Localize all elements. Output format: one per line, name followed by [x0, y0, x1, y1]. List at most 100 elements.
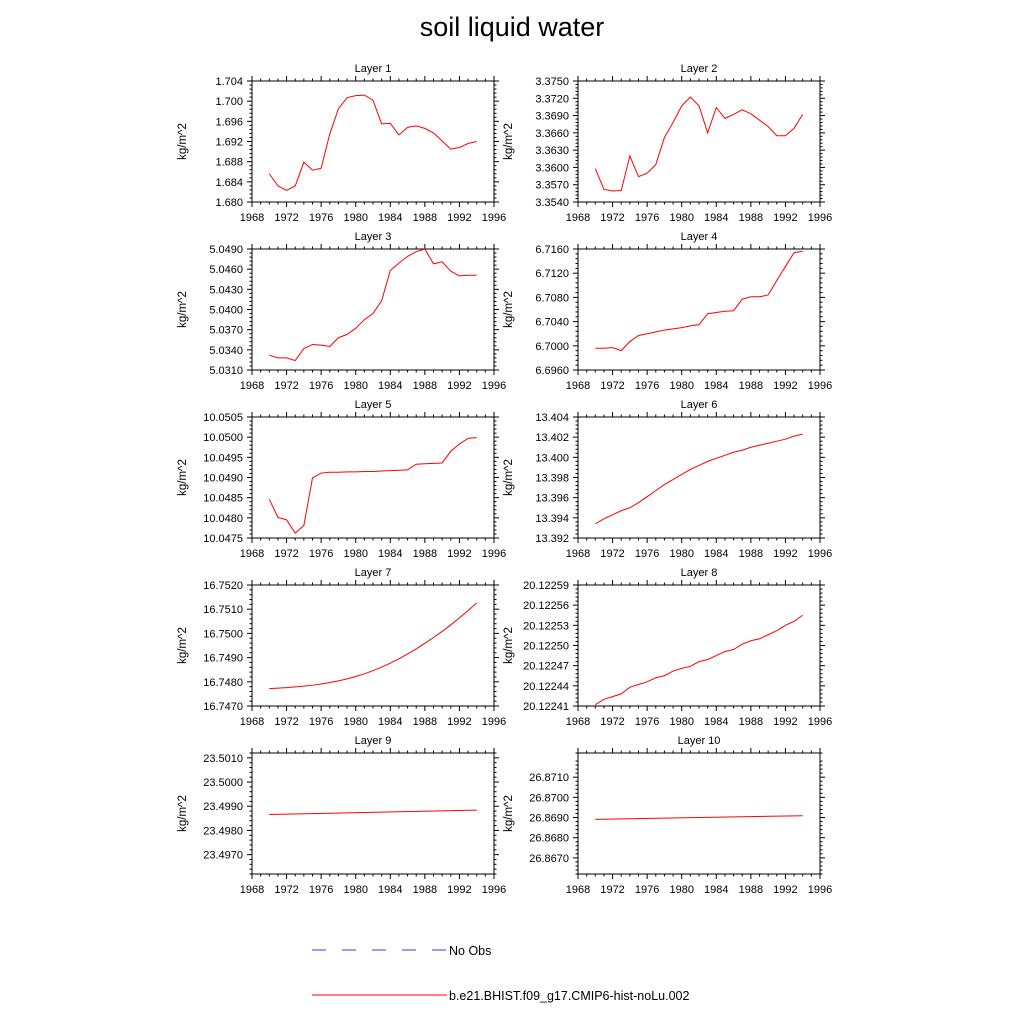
y-axis-label: kg/m^2 [503, 795, 515, 832]
x-tick-label: 1980 [343, 884, 367, 896]
y-tick-label: 16.7510 [203, 604, 243, 616]
x-tick-label: 1996 [808, 212, 832, 224]
x-tick-label: 1968 [240, 884, 264, 896]
chart-panel-3: Layer 3 kg/m^2 1968 1972 1976 1980 1984 1988 199… [177, 231, 506, 392]
y-axis-label: kg/m^2 [503, 627, 515, 664]
x-tick-label: 1992 [447, 884, 471, 896]
panel-title: Layer 6 [681, 399, 718, 411]
series-line [268, 437, 477, 534]
panel-title: Layer 8 [681, 567, 718, 579]
chart-panel-4: Layer 4 kg/m^2 1968 1972 1976 1980 1984 1988 199… [503, 231, 832, 392]
x-tick-label: 1996 [482, 548, 506, 560]
y-tick-label: 6.7040 [535, 317, 569, 329]
x-tick-label: 1996 [482, 884, 506, 896]
x-tick-label: 1968 [566, 716, 590, 728]
x-tick-label: 1980 [343, 548, 367, 560]
x-tick-label: 1992 [447, 380, 471, 392]
y-tick-label: 10.0485 [203, 493, 243, 505]
chart-panel-6: Layer 6 kg/m^2 1968 1972 1976 1980 1984 1988 199… [503, 399, 832, 560]
x-tick-label: 1972 [274, 884, 298, 896]
series-line [269, 602, 478, 690]
y-tick-label: 3.3600 [535, 162, 569, 174]
x-tick-label: 1976 [635, 548, 659, 560]
x-tick-label: 1992 [773, 212, 797, 224]
x-tick-label: 1976 [309, 380, 333, 392]
x-tick-label: 1984 [378, 548, 402, 560]
y-tick-label: 16.7490 [203, 653, 243, 665]
y-tick-label: 1.700 [215, 96, 243, 108]
x-tick-label: 1980 [343, 716, 367, 728]
y-tick-label: 23.5010 [203, 753, 243, 765]
x-tick-label: 1980 [669, 716, 693, 728]
x-tick-label: 1972 [600, 380, 624, 392]
y-tick-label: 1.684 [215, 177, 243, 189]
x-tick-label: 1972 [274, 548, 298, 560]
x-tick-label: 1980 [669, 380, 693, 392]
panel-title: Layer 7 [355, 567, 392, 579]
y-tick-label: 3.3660 [535, 128, 569, 140]
x-tick-label: 1980 [343, 212, 367, 224]
y-tick-label: 1.680 [215, 197, 243, 209]
x-tick-label: 1992 [773, 380, 797, 392]
panel-title: Layer 4 [681, 231, 718, 243]
y-tick-label: 5.0400 [209, 305, 243, 317]
y-tick-label: 16.7520 [203, 580, 243, 592]
x-tick-label: 1976 [309, 716, 333, 728]
plot-frame [251, 248, 495, 371]
y-tick-label: 10.0480 [203, 513, 243, 525]
x-tick-label: 1968 [566, 380, 590, 392]
y-tick-label: 5.0310 [209, 365, 243, 377]
x-tick-label: 1972 [274, 212, 298, 224]
y-tick-label: 13.394 [535, 513, 569, 525]
x-tick-label: 1984 [704, 716, 728, 728]
x-tick-label: 1980 [343, 380, 367, 392]
plot-frame [577, 416, 821, 539]
x-tick-label: 1976 [635, 212, 659, 224]
x-tick-label: 1968 [566, 212, 590, 224]
y-axis-label: kg/m^2 [503, 123, 515, 160]
y-tick-label: 13.392 [535, 533, 569, 545]
x-tick-label: 1968 [566, 884, 590, 896]
x-tick-label: 1996 [808, 884, 832, 896]
y-tick-label: 1.692 [215, 137, 243, 149]
x-tick-label: 1972 [600, 884, 624, 896]
chart-panel-10: Layer 10 kg/m^2 1968 1972 1976 1980 1984 1988 19… [503, 735, 832, 896]
x-tick-label: 1968 [240, 548, 264, 560]
chart-legend: No Obs b.e21.BHIST.f09_g17.CMIP6-hist-no… [312, 944, 689, 1003]
x-tick-label: 1976 [309, 884, 333, 896]
y-axis-label: kg/m^2 [503, 291, 515, 328]
y-tick-label: 10.0505 [203, 412, 243, 424]
plot-frame [577, 248, 821, 371]
y-axis-label: kg/m^2 [177, 795, 189, 832]
x-tick-label: 1984 [704, 212, 728, 224]
x-tick-label: 1968 [566, 548, 590, 560]
x-tick-label: 1988 [413, 212, 437, 224]
plot-frame [577, 752, 821, 875]
y-tick-label: 23.4970 [203, 850, 243, 862]
panel-title: Layer 3 [355, 231, 392, 243]
y-tick-label: 20.12256 [523, 600, 569, 612]
series-line [269, 809, 477, 815]
x-tick-label: 1976 [309, 212, 333, 224]
y-tick-label: 10.0475 [203, 533, 243, 545]
x-tick-label: 1988 [739, 884, 763, 896]
x-tick-label: 1996 [482, 380, 506, 392]
y-tick-label: 6.7160 [535, 244, 569, 256]
x-tick-label: 1988 [739, 212, 763, 224]
y-tick-label: 6.6960 [535, 365, 569, 377]
x-tick-label: 1988 [413, 884, 437, 896]
series-line [595, 250, 803, 352]
x-tick-label: 1976 [309, 548, 333, 560]
x-tick-label: 1980 [669, 548, 693, 560]
y-tick-label: 16.7500 [203, 628, 243, 640]
legend-label-no-obs: No Obs [449, 944, 491, 958]
x-tick-label: 1996 [808, 716, 832, 728]
panel-title: Layer 9 [355, 735, 392, 747]
y-tick-label: 23.4980 [203, 825, 243, 837]
x-tick-label: 1976 [635, 380, 659, 392]
x-tick-label: 1988 [413, 380, 437, 392]
x-tick-label: 1984 [378, 716, 402, 728]
panel-title: Layer 1 [355, 63, 392, 75]
plot-frame [251, 80, 495, 203]
series-line [595, 433, 803, 525]
